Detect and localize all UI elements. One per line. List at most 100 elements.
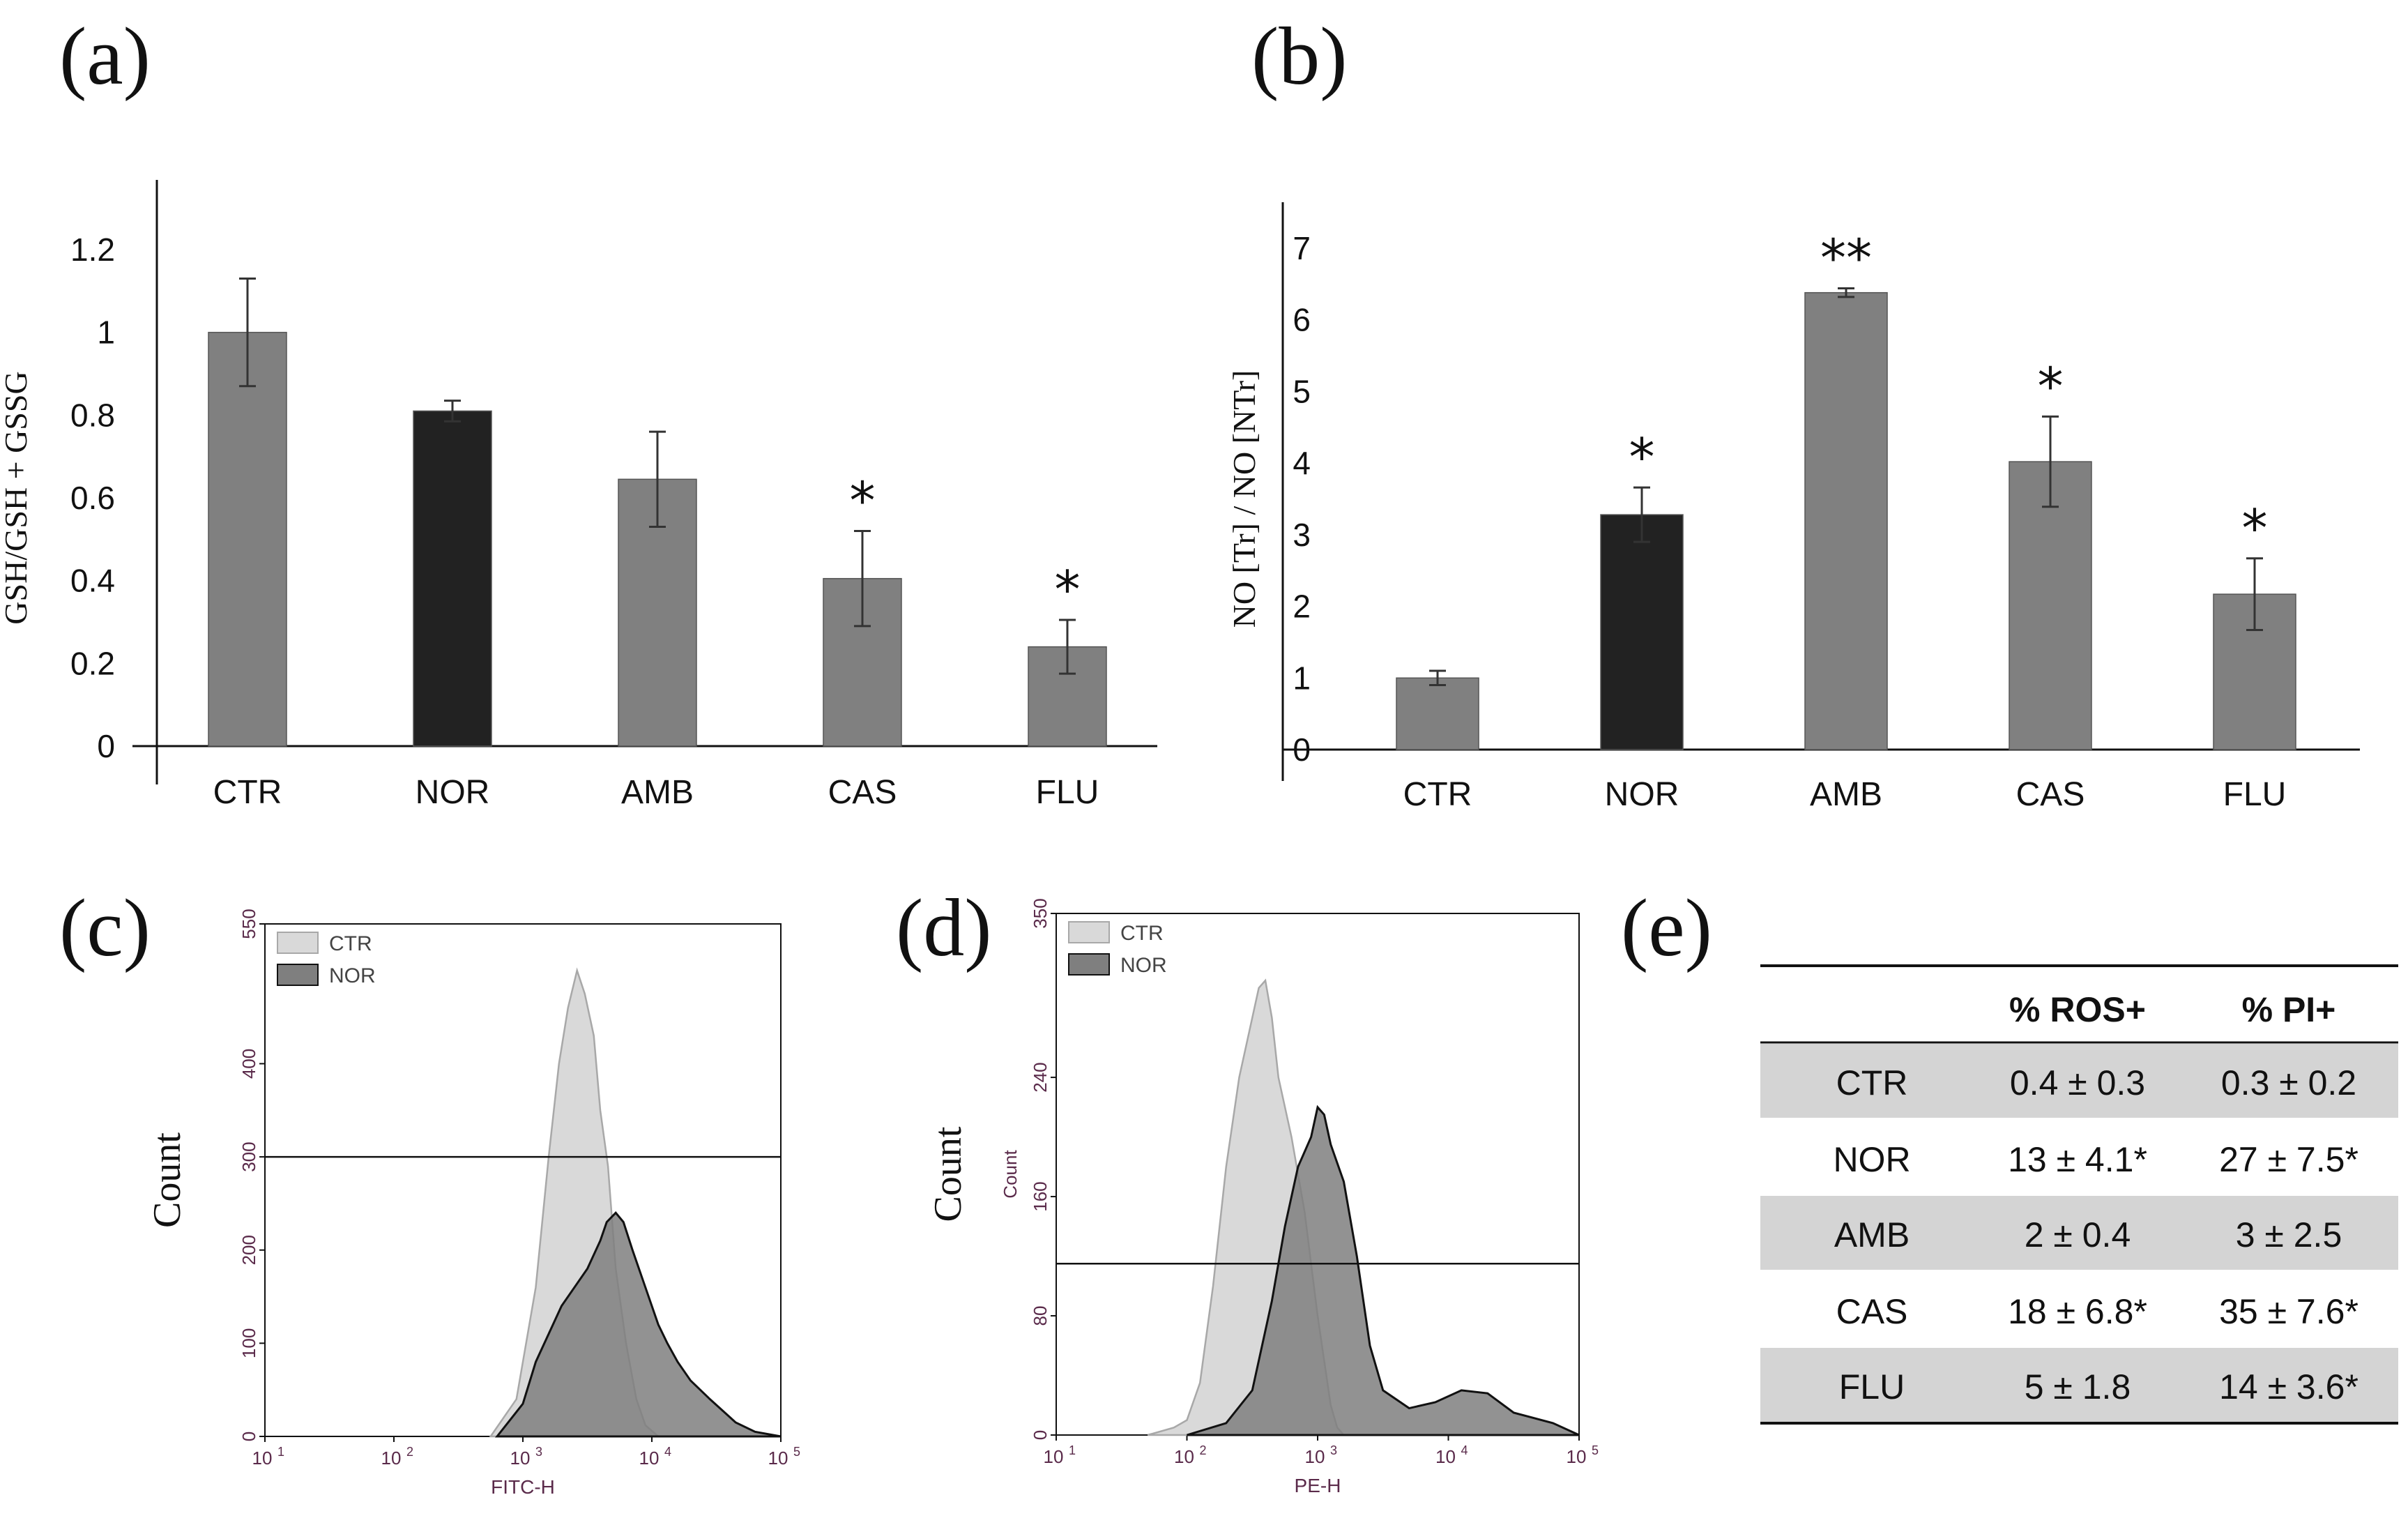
x-tick-exponent: 1 <box>277 1445 284 1459</box>
table-row-label: FLU <box>1839 1367 1905 1406</box>
significance-marker: * <box>850 471 876 531</box>
bar <box>1396 677 1479 750</box>
y-axis-title: NO [Tr] / NO [NTr] <box>1226 370 1262 628</box>
category-label: NOR <box>1605 776 1679 813</box>
significance-marker: * <box>2038 356 2064 416</box>
x-tick-base: 10 <box>510 1448 531 1468</box>
significance-marker: ** <box>1820 229 1872 289</box>
table-header-pi: % PI+ <box>2242 990 2336 1029</box>
table-cell-pi: 35 ± 7.6* <box>2219 1292 2359 1331</box>
y-tick-label: 0.2 <box>70 645 115 681</box>
significance-marker: * <box>1055 560 1081 620</box>
x-tick-exponent: 4 <box>1461 1443 1468 1457</box>
x-tick-exponent: 3 <box>1330 1443 1337 1457</box>
panel-label-a: (a) <box>59 10 151 102</box>
x-tick-exponent: 5 <box>1592 1443 1599 1457</box>
x-tick-exponent: 5 <box>793 1445 800 1459</box>
y-tick-label: 400 <box>238 1049 259 1079</box>
bar-chart-no-ratio: 0 1 2 3 4 5 6 7 NO [Tr] / NO [NTr] CTR * NOR ** AMB * C… <box>1226 202 2360 813</box>
panel-label-b: (b) <box>1251 10 1348 102</box>
y-tick-label: 350 <box>1030 898 1051 928</box>
table-row-label: AMB <box>1834 1215 1910 1254</box>
legend-swatch <box>277 932 319 954</box>
y-tick-label: 160 <box>1030 1181 1051 1211</box>
bar <box>1600 514 1684 750</box>
table-cell-ros: 0.4 ± 0.3 <box>2010 1063 2145 1102</box>
table-cell-ros: 13 ± 4.1* <box>2008 1140 2147 1179</box>
x-tick-exponent: 1 <box>1069 1443 1076 1457</box>
category-label: CAS <box>2016 776 2085 813</box>
category-label: CTR <box>213 774 282 811</box>
x-tick-exponent: 3 <box>535 1445 542 1459</box>
category-label: CTR <box>1403 776 1472 813</box>
x-axis-title: FITC-H <box>491 1476 555 1498</box>
y-tick-label: 240 <box>1030 1062 1051 1092</box>
category-label: AMB <box>621 774 694 811</box>
table-row-shade <box>1760 1196 2398 1270</box>
x-tick-base: 10 <box>1174 1446 1194 1467</box>
table-row-shade <box>1760 1348 2398 1422</box>
x-axis-title: PE-H <box>1295 1475 1341 1496</box>
y-tick-label: 100 <box>238 1328 259 1358</box>
x-tick-base: 10 <box>1305 1446 1325 1467</box>
legend-swatch <box>277 964 319 986</box>
y-tick-label: 300 <box>238 1141 259 1171</box>
y-tick-label: 0 <box>1030 1430 1051 1440</box>
histogram-pe: 0 80 160 240 350 10 1 10 2 10 3 10 4 10 5 CTR NOR PE-H Cou… <box>927 898 1599 1496</box>
x-tick-exponent: 2 <box>1200 1443 1207 1457</box>
results-table: % ROS+ % PI+ CTR 0.4 ± 0.3 0.3 ± 0.2 NOR… <box>1760 964 2398 1425</box>
panel-label-e: (e) <box>1621 882 1712 973</box>
y-tick-label: 7 <box>1293 230 1311 266</box>
table-row-label: CTR <box>1836 1063 1908 1102</box>
y-axis-title-small: Count <box>1000 1150 1021 1199</box>
bar-chart-gsh-ratio: 0 0.2 0.4 0.6 0.8 1 1.2 GSH/GSH + GSSG CTR NOR AMB… <box>0 180 1157 811</box>
x-tick-base: 10 <box>1044 1446 1064 1467</box>
category-label: CAS <box>828 774 897 811</box>
table-cell-pi: 27 ± 7.5* <box>2219 1140 2359 1179</box>
x-tick-exponent: 4 <box>664 1445 671 1459</box>
x-tick-base: 10 <box>1435 1446 1456 1467</box>
y-axis-title: Count <box>146 1132 189 1228</box>
y-tick-label: 2 <box>1293 589 1311 625</box>
bar <box>1804 291 1888 750</box>
table-row-label: NOR <box>1833 1140 1910 1179</box>
legend-label: CTR <box>329 932 372 955</box>
y-tick-label: 0.6 <box>70 480 115 516</box>
y-tick-label: 1.2 <box>70 232 115 268</box>
y-tick-label: 1 <box>97 314 115 351</box>
histogram-fitc: 0 100 200 300 400 550 10 1 10 2 10 3 10 4 10 5 CTR NOR FIT… <box>146 909 800 1498</box>
table-row-label: CAS <box>1836 1292 1908 1331</box>
y-tick-label: 80 <box>1030 1306 1051 1326</box>
y-tick-label: 200 <box>238 1235 259 1265</box>
table-cell-pi: 3 ± 2.5 <box>2236 1215 2342 1254</box>
y-tick-label: 3 <box>1293 517 1311 553</box>
table-cell-pi: 0.3 ± 0.2 <box>2221 1063 2356 1102</box>
category-label: NOR <box>416 774 490 811</box>
legend-label: NOR <box>329 964 376 987</box>
y-tick-label: 0.4 <box>70 563 115 599</box>
table-cell-ros: 2 ± 0.4 <box>2025 1215 2131 1254</box>
panel-label-c: (c) <box>59 882 151 973</box>
significance-marker: * <box>2242 499 2268 559</box>
y-tick-label: 0 <box>1293 731 1311 768</box>
y-tick-label: 5 <box>1293 373 1311 409</box>
y-tick-label: 550 <box>238 909 259 939</box>
y-tick-label: 1 <box>1293 660 1311 696</box>
y-tick-label: 0 <box>97 728 115 764</box>
y-tick-label: 6 <box>1293 302 1311 338</box>
table-cell-ros: 5 ± 1.8 <box>2025 1367 2131 1406</box>
x-tick-base: 10 <box>381 1448 402 1468</box>
legend-label: CTR <box>1120 922 1164 945</box>
y-tick-label: 0.8 <box>70 397 115 433</box>
category-label: FLU <box>1036 774 1099 811</box>
table-cell-pi: 14 ± 3.6* <box>2219 1367 2359 1406</box>
category-label: FLU <box>2223 776 2287 813</box>
legend-swatch <box>1068 953 1110 976</box>
table-cell-ros: 18 ± 6.8* <box>2008 1292 2147 1331</box>
category-label: AMB <box>1810 776 1882 813</box>
significance-marker: * <box>1629 427 1655 487</box>
legend-swatch <box>1068 921 1110 943</box>
bar <box>413 410 492 747</box>
table-header-ros: % ROS+ <box>2009 990 2146 1029</box>
